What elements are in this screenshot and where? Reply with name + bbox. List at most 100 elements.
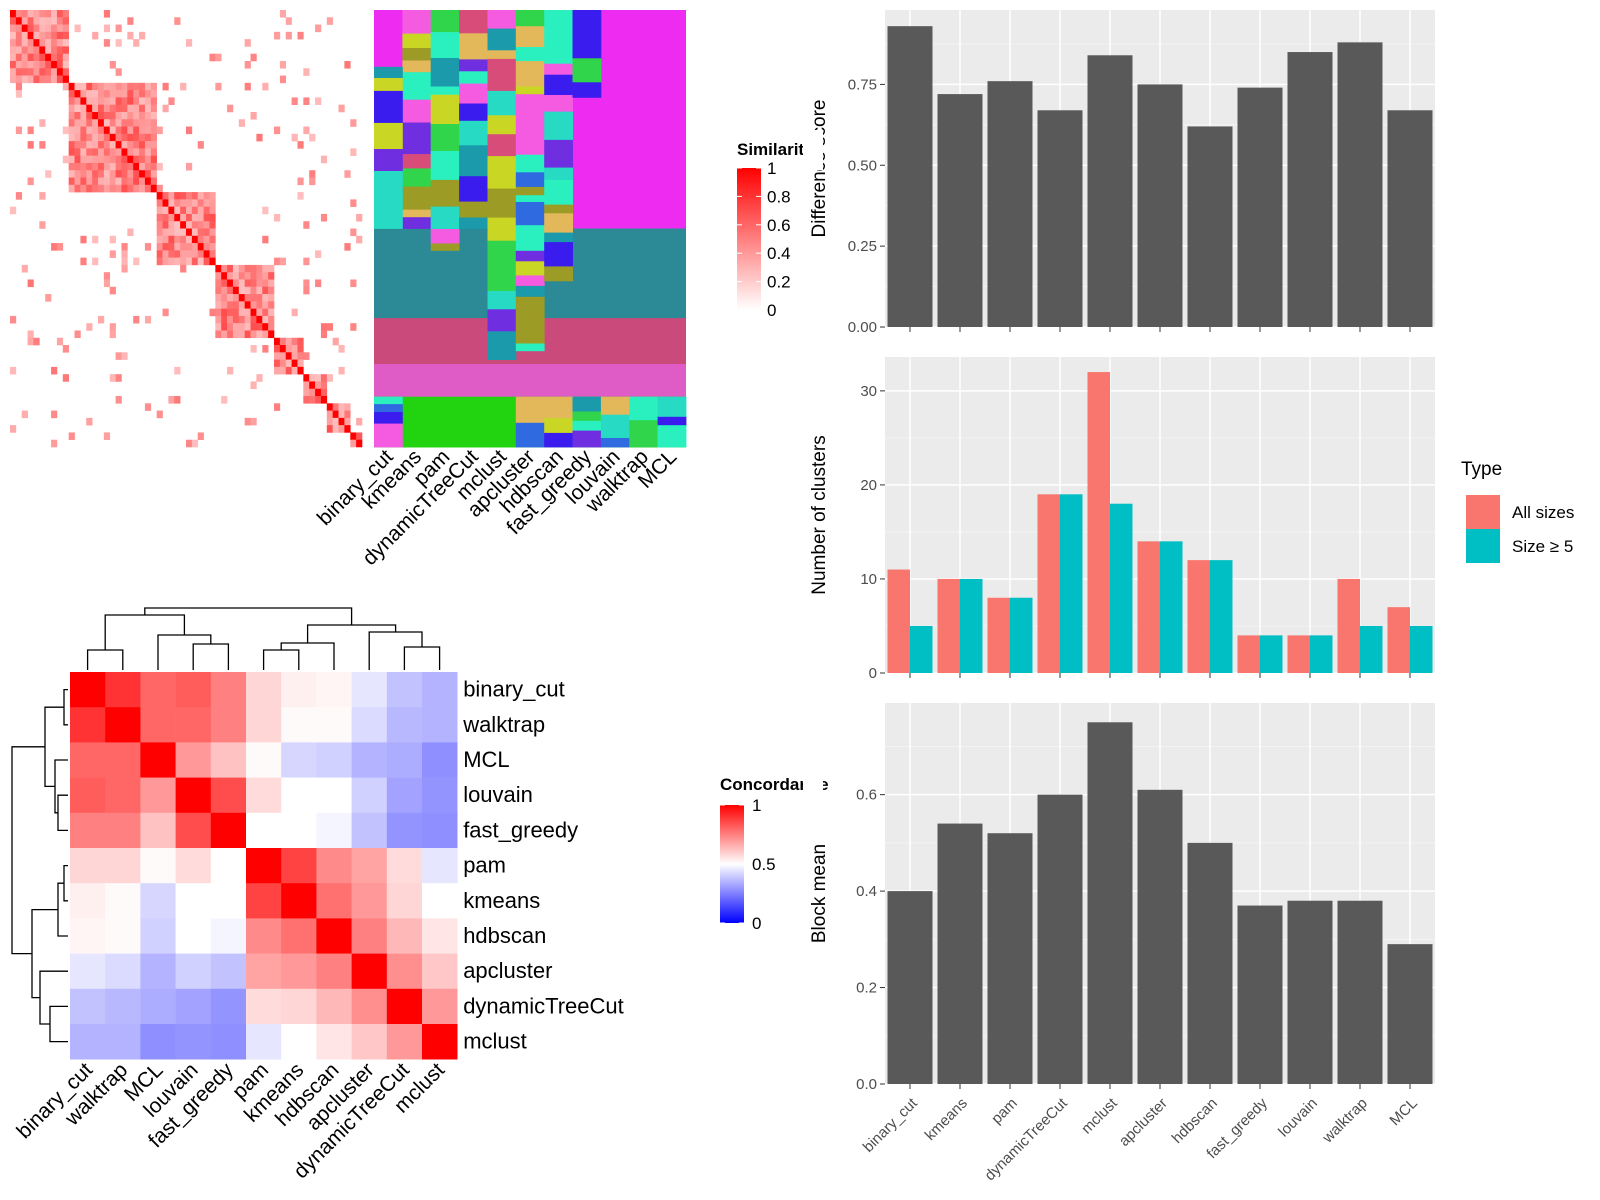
concordance-row-label: hdbscan: [463, 923, 546, 948]
membership-cell: [459, 103, 488, 122]
similarity-cell: [39, 31, 46, 40]
membership-cell: [402, 48, 432, 61]
concordance-row-label: dynamicTreeCut: [463, 993, 624, 1018]
concordance-cell: [316, 1024, 352, 1060]
similarity-cell: [109, 162, 116, 171]
similarity-cell: [203, 243, 210, 251]
similarity-cell: [27, 17, 34, 25]
similarity-cell: [98, 155, 105, 164]
similarity-cell: [121, 104, 128, 113]
similarity-cell: [98, 148, 105, 156]
concordance-cell: [351, 988, 388, 1025]
similarity-cell: [74, 170, 81, 178]
similarity-cell: [285, 17, 292, 25]
similarity-cell: [238, 286, 245, 295]
similarity-cell: [86, 90, 93, 98]
similarity-cell: [180, 206, 187, 215]
similarity-cell: [133, 170, 140, 178]
similarity-cell: [45, 17, 52, 25]
concordance-row-label: walktrap: [462, 712, 545, 737]
bar-all-sizes: [1037, 494, 1060, 673]
similarity-cell: [209, 192, 216, 200]
similarity-cell: [86, 323, 93, 331]
membership-cell: [544, 40, 573, 64]
similarity-cell: [109, 126, 116, 135]
bar: [1087, 55, 1133, 327]
similarity-cell: [256, 279, 263, 288]
similarity-cell: [98, 126, 105, 135]
bar-all-sizes: [887, 569, 910, 673]
similarity-cell: [174, 199, 181, 207]
similarity-cell: [10, 31, 17, 40]
similarity-cell: [56, 10, 64, 18]
similarity-cell: [121, 250, 128, 258]
block-mean-chart: 0.0 0.2 0.4 0.6 Block mean binary_cut kmeans pa…: [809, 703, 1435, 1184]
similarity-legend-tick-label: 0.6: [767, 216, 791, 235]
membership-cell: [600, 396, 630, 415]
similarity-cell: [62, 60, 69, 69]
similarity-cell: [309, 170, 316, 178]
similarity-cell: [168, 228, 175, 237]
similarity-cell: [115, 352, 122, 360]
similarity-cell: [109, 235, 116, 244]
similarity-cell: [133, 39, 140, 47]
membership-cell: [430, 243, 460, 251]
membership-cell: [629, 420, 659, 448]
similarity-cell: [350, 199, 357, 207]
similarity-cell: [250, 279, 257, 288]
similarity-cell: [297, 192, 304, 200]
similarity-cell: [244, 272, 251, 280]
y-axis-title: Block mean: [809, 844, 830, 943]
similarity-cell: [356, 432, 363, 441]
similarity-cell: [127, 97, 134, 105]
bar: [1037, 794, 1083, 1084]
similarity-cell: [109, 141, 116, 149]
similarity-cell: [297, 141, 304, 149]
similarity-cell: [274, 403, 281, 411]
similarity-cell: [150, 184, 157, 193]
bar: [987, 81, 1033, 327]
similarity-cell: [244, 264, 251, 273]
concordance-cell: [351, 953, 388, 990]
similarity-cell: [338, 425, 345, 433]
similarity-cell: [238, 308, 245, 317]
similarity-cell: [150, 119, 157, 127]
similarity-cell: [144, 162, 152, 171]
similarity-cell: [10, 53, 17, 62]
membership-cell: [515, 396, 545, 424]
membership-cell: [402, 186, 432, 201]
dendrogram-branch: [306, 624, 397, 643]
similarity-cell: [279, 10, 287, 18]
concordance-cell: [105, 953, 141, 990]
similarity-cell: [103, 155, 111, 164]
concordance-cell: [316, 883, 352, 919]
similarity-cell: [121, 141, 128, 149]
membership-cell: [515, 275, 545, 287]
similarity-cell: [227, 330, 234, 339]
similarity-cell: [162, 228, 169, 237]
similarity-cell: [103, 133, 111, 142]
membership-cell: [402, 33, 432, 49]
similarity-cell: [191, 250, 199, 258]
similarity-cell: [33, 10, 40, 18]
similarity-cell: [326, 425, 333, 433]
similarity-cell: [109, 330, 116, 339]
similarity-cell: [150, 111, 157, 120]
similarity-cell: [27, 31, 34, 40]
similarity-cell: [262, 272, 269, 280]
concordance-cell: [210, 953, 247, 990]
similarity-cell: [10, 10, 17, 18]
similarity-cell: [244, 301, 251, 309]
similarity-cell: [121, 243, 128, 251]
similarity-cell: [180, 192, 187, 200]
similarity-cell: [144, 90, 152, 98]
similarity-cell: [80, 155, 87, 164]
similarity-cell: [74, 141, 81, 149]
similarity-cell: [68, 82, 75, 91]
similarity-cell: [103, 97, 111, 105]
similarity-cell: [174, 243, 181, 251]
similarity-cell: [209, 243, 216, 251]
similarity-cell: [256, 133, 263, 142]
similarity-cell: [315, 381, 322, 390]
similarity-cell: [262, 206, 269, 215]
